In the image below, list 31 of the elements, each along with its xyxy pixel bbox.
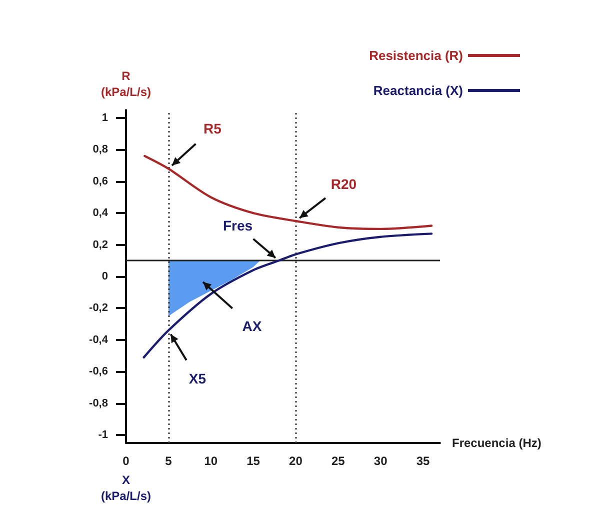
text: X (kPa/L/s) bbox=[100, 473, 152, 503]
x-axis-title: Frecuencia (Hz) bbox=[452, 436, 542, 450]
x-tick-label: 10 bbox=[204, 454, 218, 468]
annotation: R5 bbox=[203, 120, 222, 137]
x-tick-label: 5 bbox=[165, 454, 172, 468]
x-tick-label: 25 bbox=[331, 454, 346, 468]
y-tick-label: -0,6 bbox=[89, 366, 108, 378]
annotation: R20 bbox=[330, 176, 357, 192]
annotation: Fres bbox=[222, 218, 253, 234]
y-tick-label: -1 bbox=[98, 429, 108, 442]
y-tick-label: 0 bbox=[102, 270, 108, 282]
legend-label: Reactancia (X) bbox=[373, 83, 463, 98]
annotation: AX bbox=[242, 318, 262, 334]
y-tick-label: -0,8 bbox=[89, 397, 108, 410]
line-series bbox=[142, 232, 433, 358]
x-tick-label: 0 bbox=[122, 454, 130, 468]
y-tick-label: 0,6 bbox=[92, 175, 108, 188]
y-tick-label: 0,8 bbox=[92, 144, 108, 156]
y-tick-label: 0,2 bbox=[92, 238, 108, 251]
y-tick-label: -0,4 bbox=[89, 334, 109, 346]
x-tick-label: 20 bbox=[289, 454, 303, 468]
x-tick-label: 35 bbox=[416, 454, 430, 468]
y-tick-label: 1 bbox=[102, 112, 108, 124]
annotation: X5 bbox=[188, 370, 206, 386]
x-tick-label: 15 bbox=[246, 454, 260, 468]
x-tick-label: 30 bbox=[374, 454, 388, 468]
y-tick-label: -0,2 bbox=[89, 302, 108, 314]
y-axis-title: R (kPa/L/s) bbox=[100, 69, 152, 99]
line-series bbox=[144, 154, 433, 230]
legend-label: Resistencia (R) bbox=[369, 48, 463, 63]
y-tick-label: 0,4 bbox=[92, 207, 109, 220]
